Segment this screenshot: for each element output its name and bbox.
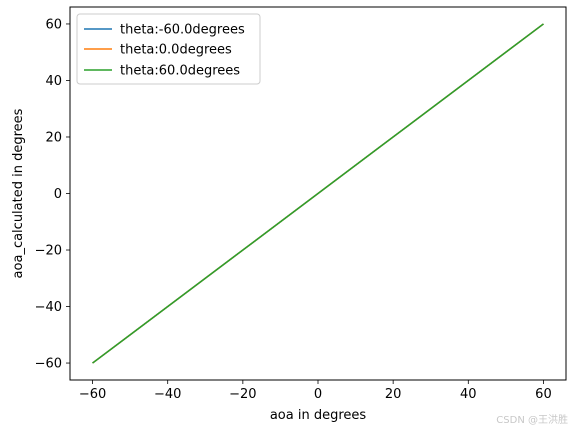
x-tick-label-3: 0 <box>314 387 322 402</box>
watermark: CSDN @王洪胜 <box>496 415 568 426</box>
y-tick-label-4: 20 <box>45 130 62 145</box>
y-tick-label-6: 60 <box>45 17 62 32</box>
legend-box <box>76 13 261 85</box>
series-line-2 <box>92 23 544 364</box>
y-tick-label-2: −20 <box>35 244 62 259</box>
legend-label-theta-0: theta:0.0degrees <box>120 43 232 58</box>
legend-label-theta-60: theta:60.0degrees <box>120 64 240 79</box>
y-tick-label-1: −40 <box>35 300 62 315</box>
x-tick-label-5: 40 <box>460 387 477 402</box>
x-tick-label-4: 20 <box>385 387 402 402</box>
series-layer <box>92 23 544 364</box>
y-tick-label-3: 0 <box>54 187 62 202</box>
y-tick-label-0: −60 <box>35 357 62 372</box>
x-tick-label-0: −60 <box>79 387 106 402</box>
y-axis-label: aoa_calculated in degrees <box>11 108 26 278</box>
x-tick-label-1: −40 <box>154 387 181 402</box>
legend: theta:-60.0degrees theta:0.0degrees thet… <box>76 13 261 85</box>
x-axis-label: aoa in degrees <box>270 408 367 423</box>
legend-label-theta-neg60: theta:-60.0degrees <box>120 23 245 38</box>
x-tick-label-6: 60 <box>535 387 552 402</box>
y-tick-label-5: 40 <box>45 74 62 89</box>
axes-layer: −60 −40 −20 0 20 40 60 −60 −40 −20 0 20 40 60 <box>35 17 552 402</box>
plot-frame <box>69 6 567 381</box>
x-tick-label-2: −20 <box>229 387 256 402</box>
